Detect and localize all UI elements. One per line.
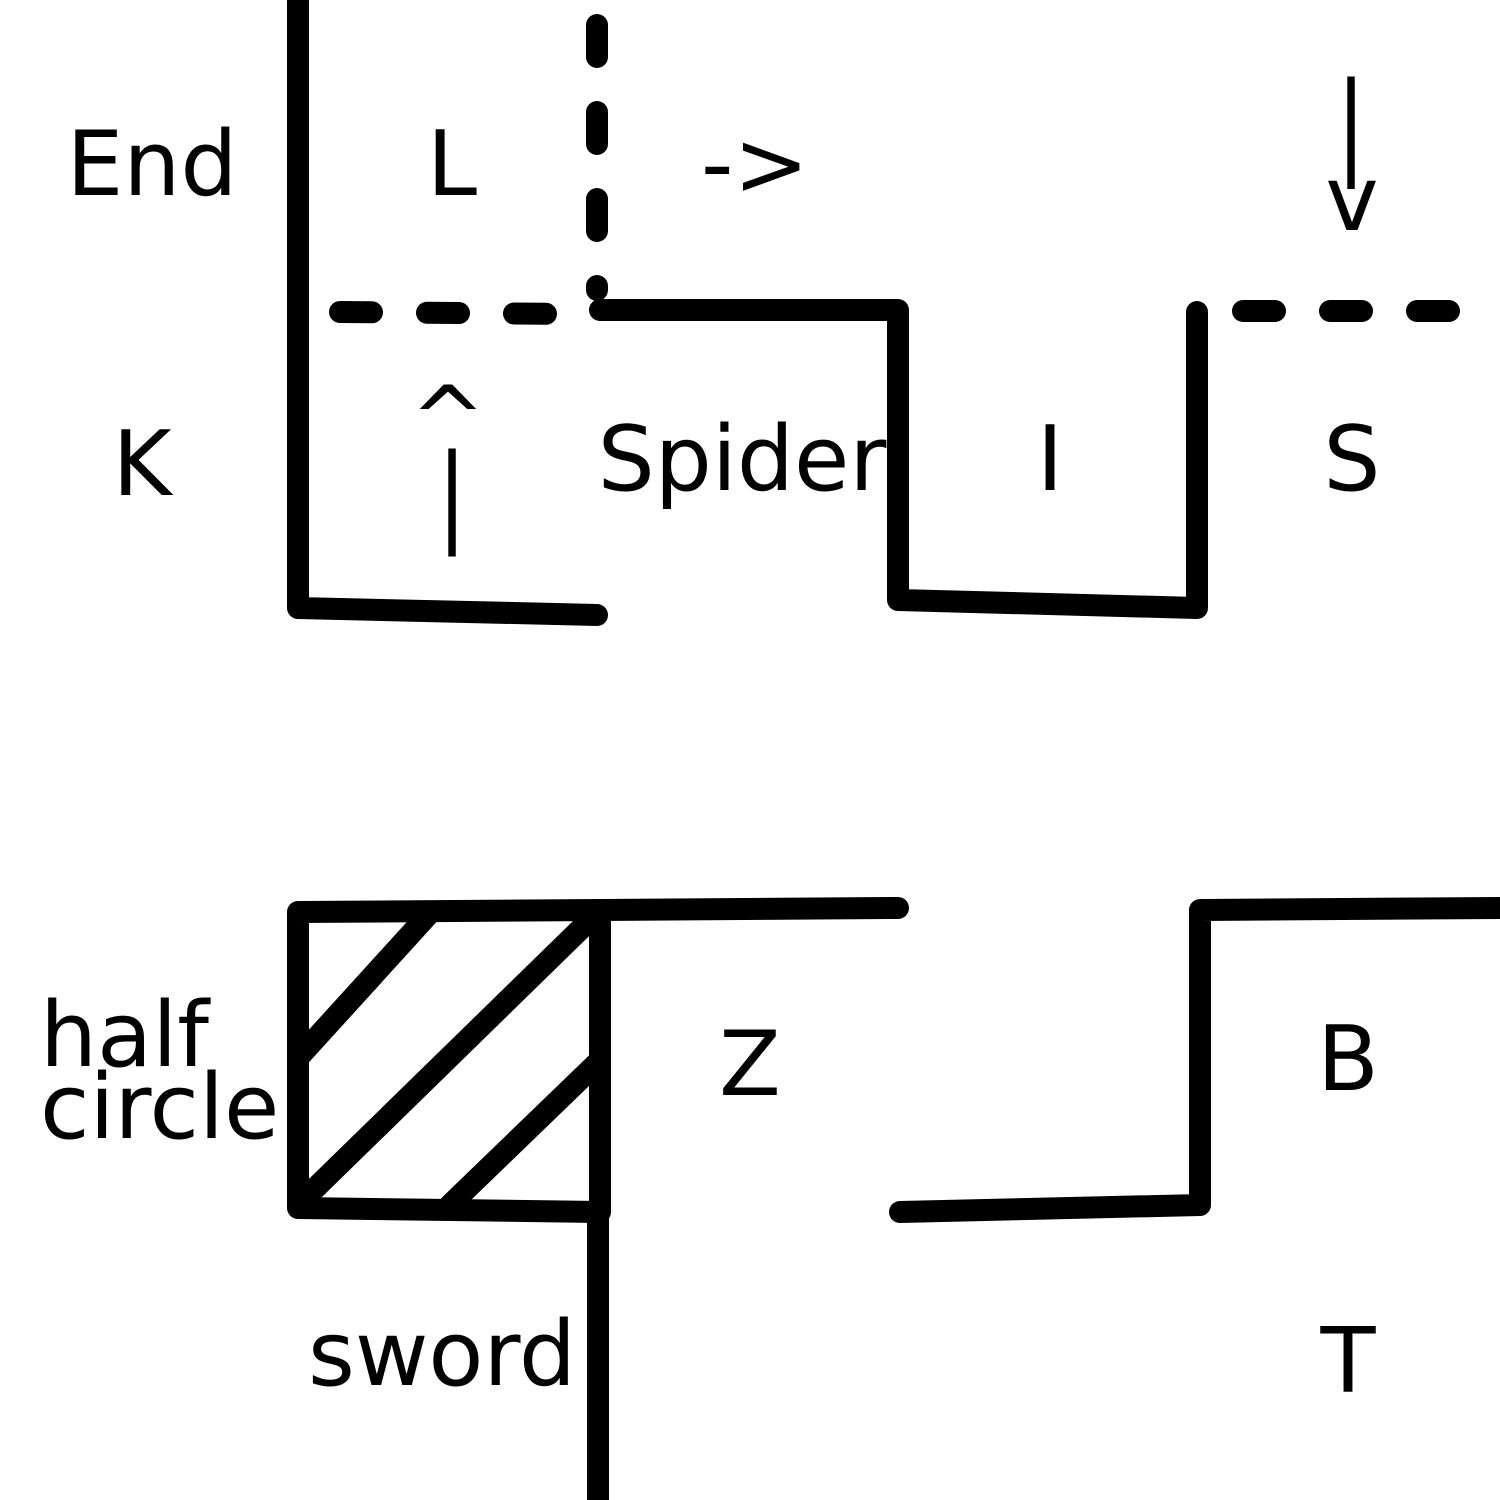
hatch-line-1	[287, 904, 439, 1069]
label-arrow-up-shaft: |	[436, 431, 468, 558]
label-sword: sword	[307, 1302, 577, 1407]
label-arrow-down-head: v	[1325, 147, 1379, 252]
label-half-circle: half circle	[40, 983, 280, 1160]
label-arrow-down-shaft: |	[1335, 58, 1367, 190]
label-s: S	[1323, 407, 1381, 512]
label-arrow-up-head: ^	[410, 367, 486, 472]
label-t: T	[1320, 1309, 1376, 1414]
dashed-wall-left	[329, 301, 579, 325]
label-arrow-right: ->	[701, 112, 809, 217]
label-z: Z	[719, 1012, 781, 1117]
label-circle: circle	[40, 1055, 280, 1160]
hatch-line-2	[287, 901, 609, 1216]
label-half: half	[40, 983, 209, 1088]
wall-spider-room	[589, 299, 1208, 619]
label-i: I	[1036, 407, 1064, 512]
label-end: End	[66, 112, 238, 217]
wall-top-middle	[589, 897, 909, 921]
label-spider: Spider	[597, 407, 887, 512]
hatch-line-3	[439, 1051, 609, 1216]
label-k: K	[112, 412, 172, 517]
wall-left-upper	[287, 0, 608, 626]
label-b: B	[1317, 1007, 1379, 1112]
wall-right-lower	[889, 897, 1500, 1223]
label-l: L	[426, 112, 478, 217]
